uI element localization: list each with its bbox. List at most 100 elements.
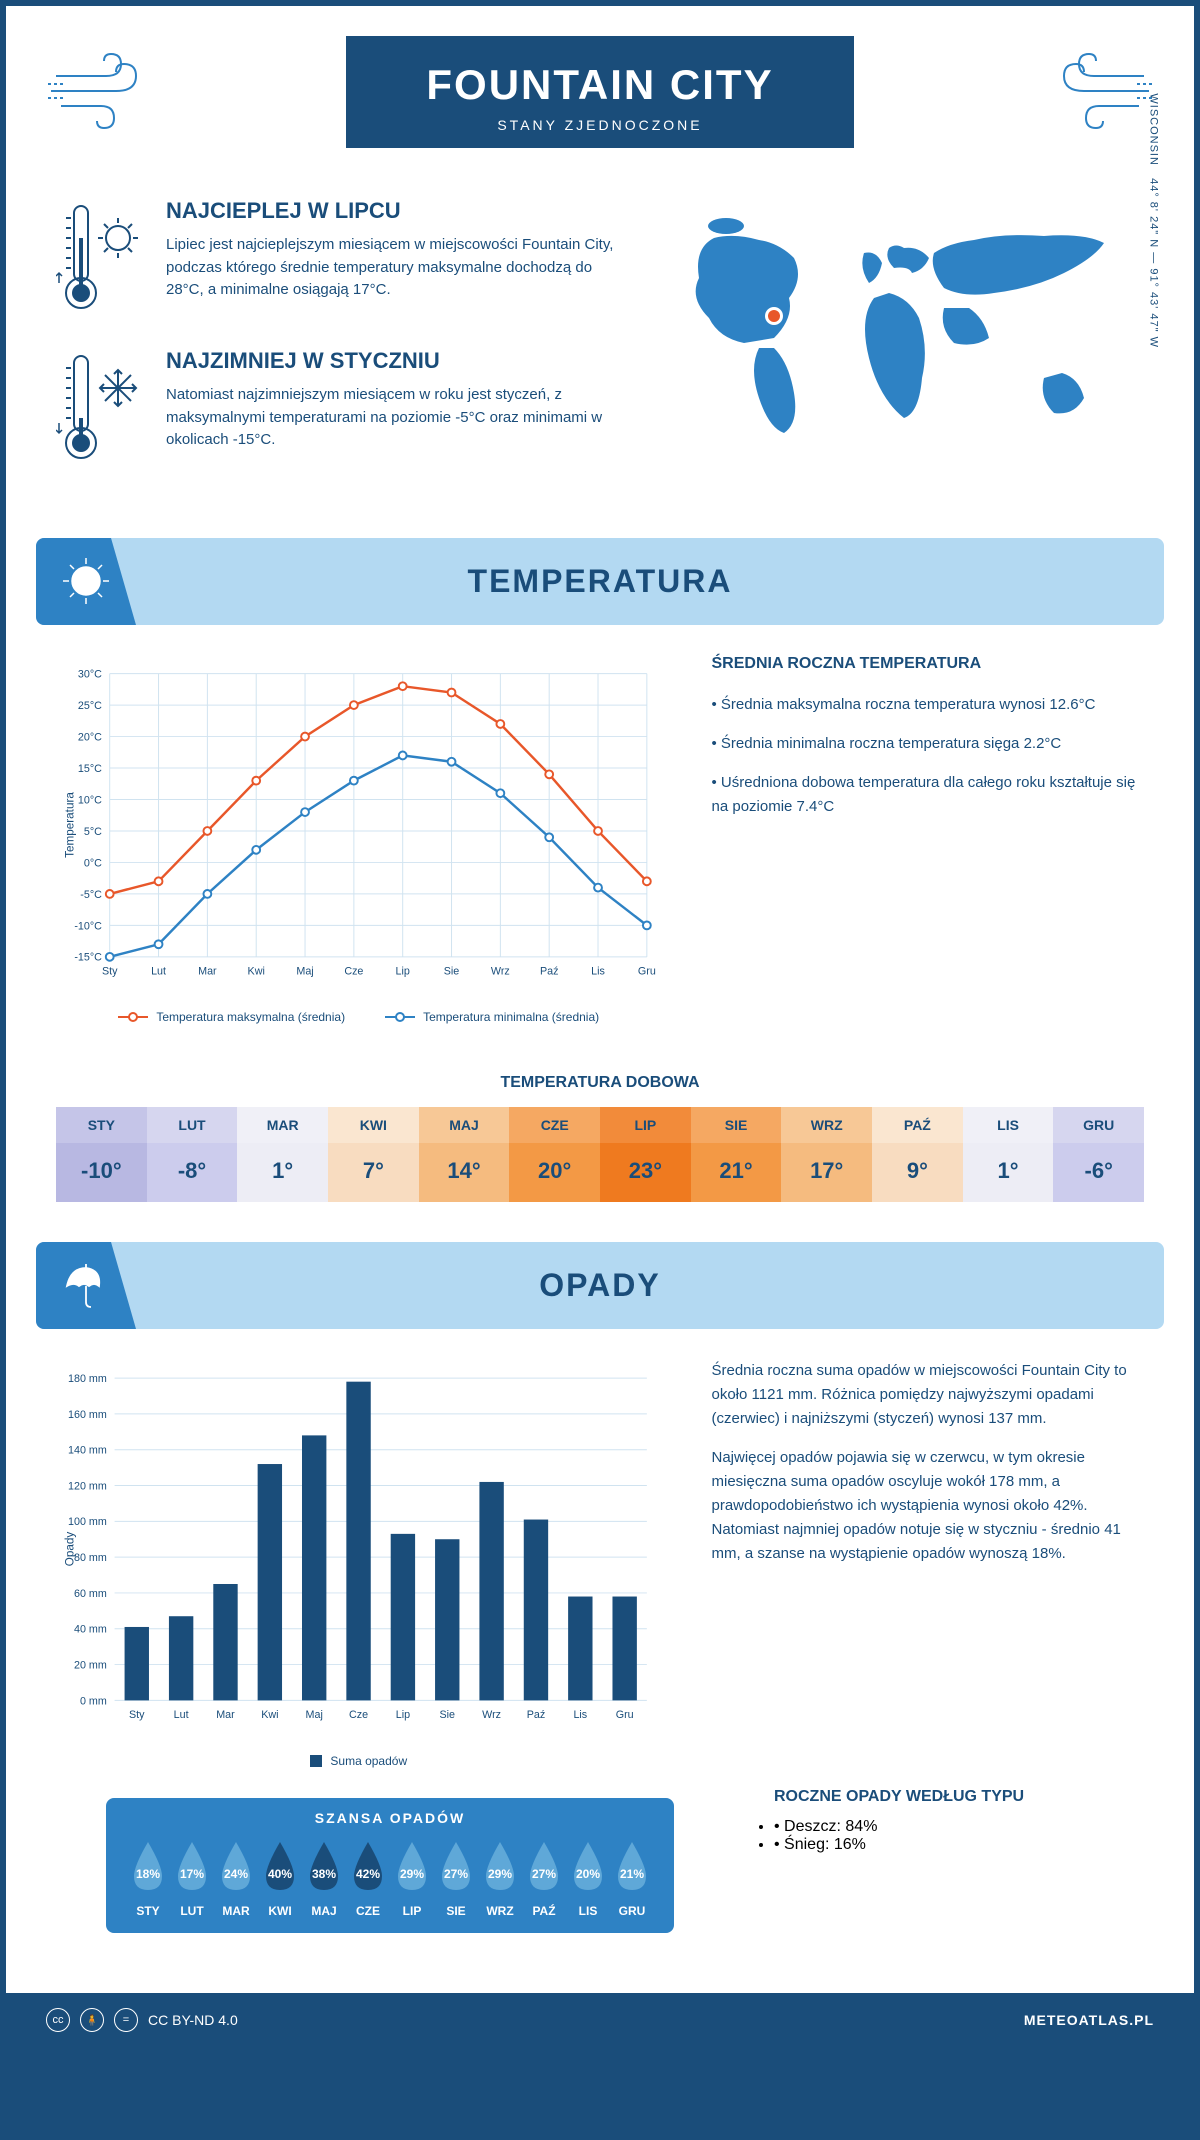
svg-text:25°C: 25°C [78,700,102,712]
svg-text:-15°C: -15°C [74,952,102,964]
coldest-text: Natomiast najzimniejszym miesiącem w rok… [166,384,624,452]
svg-text:20 mm: 20 mm [74,1659,107,1671]
svg-text:20°C: 20°C [78,731,102,743]
svg-text:100 mm: 100 mm [68,1516,107,1528]
month-cell: LIS1° [963,1107,1054,1202]
svg-text:Wrz: Wrz [482,1709,501,1721]
wind-icon [46,46,166,136]
daily-temp-title: TEMPERATURA DOBOWA [6,1074,1194,1092]
svg-text:Sie: Sie [439,1709,455,1721]
svg-text:180 mm: 180 mm [68,1373,107,1385]
svg-text:21%: 21% [620,1867,644,1881]
footer: cc 🧍 = CC BY-ND 4.0 METEOATLAS.PL [6,1993,1194,2047]
svg-text:Mar: Mar [198,965,217,977]
annual-temp-bullets: • Średnia maksymalna roczna temperatura … [712,693,1145,819]
nd-icon: = [114,2008,138,2032]
svg-text:Lip: Lip [396,965,410,977]
header-banner: FOUNTAIN CITY STANY ZJEDNOCZONE [346,36,853,148]
precipitation-bar-chart: 0 mm20 mm40 mm60 mm80 mm100 mm120 mm140 … [56,1359,662,1739]
annual-temp-title: ŚREDNIA ROCZNA TEMPERATURA [712,655,1145,673]
infographic-page: FOUNTAIN CITY STANY ZJEDNOCZONE [0,0,1200,2053]
country-subtitle: STANY ZJEDNOCZONE [426,117,773,133]
precip-paragraph: Najwięcej opadów pojawia się w czerwcu, … [712,1446,1145,1566]
svg-text:18%: 18% [136,1867,160,1881]
month-cell: STY-10° [56,1107,147,1202]
svg-text:38%: 38% [312,1867,336,1881]
location-marker [768,310,780,322]
sun-badge-icon [36,538,136,625]
city-title: FOUNTAIN CITY [426,61,773,109]
drop-item: 20%LIS [566,1838,610,1918]
svg-text:140 mm: 140 mm [68,1445,107,1457]
svg-text:Lut: Lut [174,1709,189,1721]
svg-text:Paź: Paź [527,1709,546,1721]
svg-text:0 mm: 0 mm [80,1695,107,1707]
svg-text:42%: 42% [356,1867,380,1881]
svg-text:40%: 40% [268,1867,292,1881]
month-cell: WRZ17° [781,1107,872,1202]
temperature-line-chart: -15°C-10°C-5°C0°C5°C10°C15°C20°C25°C30°C… [56,655,662,995]
month-cell: CZE20° [509,1107,600,1202]
type-item: • Śnieg: 16% [774,1836,1094,1854]
coldest-block: NAJZIMNIEJ W STYCZNIU Natomiast najzimni… [56,348,624,468]
warmest-title: NAJCIEPLEJ W LIPCU [166,198,624,224]
month-cell: MAR1° [237,1107,328,1202]
drop-item: 40%KWI [258,1838,302,1918]
drop-item: 27%PAŹ [522,1838,566,1918]
warmest-text: Lipiec jest najcieplejszym miesiącem w m… [166,234,624,302]
svg-text:Gru: Gru [616,1709,634,1721]
svg-text:-10°C: -10°C [74,920,102,932]
precip-paragraph: Średnia roczna suma opadów w miejscowośc… [712,1359,1145,1431]
thermometer-cold-icon [56,348,146,468]
license-text: CC BY-ND 4.0 [148,2012,238,2028]
temperature-section-header: TEMPERATURA [36,538,1164,625]
cc-icon: cc [46,2008,70,2032]
precip-chart-legend: Suma opadów [56,1754,662,1768]
wind-icon [1034,46,1154,136]
svg-text:Sty: Sty [129,1709,145,1721]
precipitation-text: Średnia roczna suma opadów w miejscowośc… [712,1359,1145,1768]
drop-item: 27%SIE [434,1838,478,1918]
svg-text:Wrz: Wrz [491,965,510,977]
chance-title: SZANSA OPADÓW [126,1810,654,1826]
svg-text:Temperatura: Temperatura [64,792,77,858]
svg-text:120 mm: 120 mm [68,1480,107,1492]
svg-text:160 mm: 160 mm [68,1409,107,1421]
svg-text:30°C: 30°C [78,669,102,681]
svg-text:Sty: Sty [102,965,118,977]
month-cell: KWI7° [328,1107,419,1202]
type-item: • Deszcz: 84% [774,1818,1094,1836]
header: FOUNTAIN CITY STANY ZJEDNOCZONE [6,6,1194,168]
svg-text:40 mm: 40 mm [74,1624,107,1636]
svg-text:Gru: Gru [638,965,656,977]
drop-item: 24%MAR [214,1838,258,1918]
temp-chart-legend: Temperatura maksymalna (średnia) Tempera… [56,1010,662,1024]
svg-text:Kwi: Kwi [248,965,265,977]
by-type-title: ROCZNE OPADY WEDŁUG TYPU [774,1788,1094,1806]
precipitation-title: OPADY [36,1267,1164,1304]
svg-text:Lut: Lut [151,965,166,977]
summary-row: NAJCIEPLEJ W LIPCU Lipiec jest najcieple… [6,168,1194,538]
world-map [664,198,1144,478]
umbrella-badge-icon [36,1242,136,1329]
svg-text:Cze: Cze [349,1709,368,1721]
svg-text:17%: 17% [180,1867,204,1881]
map-coords-label: WISCONSIN 44° 8' 24" N — 91° 43' 47" W [1148,93,1160,348]
precipitation-chance-panel: SZANSA OPADÓW 18%STY17%LUT24%MAR40%KWI38… [106,1798,674,1933]
svg-text:29%: 29% [488,1867,512,1881]
month-cell: GRU-6° [1053,1107,1144,1202]
temperature-content: -15°C-10°C-5°C0°C5°C10°C15°C20°C25°C30°C… [6,625,1194,1054]
month-cell: PAŹ9° [872,1107,963,1202]
drops-row: 18%STY17%LUT24%MAR40%KWI38%MAJ42%CZE29%L… [126,1838,654,1918]
svg-text:80 mm: 80 mm [74,1552,107,1564]
precipitation-section-header: OPADY [36,1242,1164,1329]
svg-text:Lis: Lis [573,1709,587,1721]
svg-text:Kwi: Kwi [261,1709,278,1721]
drop-item: 29%LIP [390,1838,434,1918]
precipitation-by-type: ROCZNE OPADY WEDŁUG TYPU • Deszcz: 84%• … [774,1788,1144,1884]
temp-bullet: • Uśredniona dobowa temperatura dla całe… [712,771,1145,819]
temp-bullet: • Średnia minimalna roczna temperatura s… [712,732,1145,756]
month-cell: LUT-8° [147,1107,238,1202]
precipitation-content: 0 mm20 mm40 mm60 mm80 mm100 mm120 mm140 … [6,1329,1194,1788]
world-map-area: WISCONSIN 44° 8' 24" N — 91° 43' 47" W [664,198,1144,498]
